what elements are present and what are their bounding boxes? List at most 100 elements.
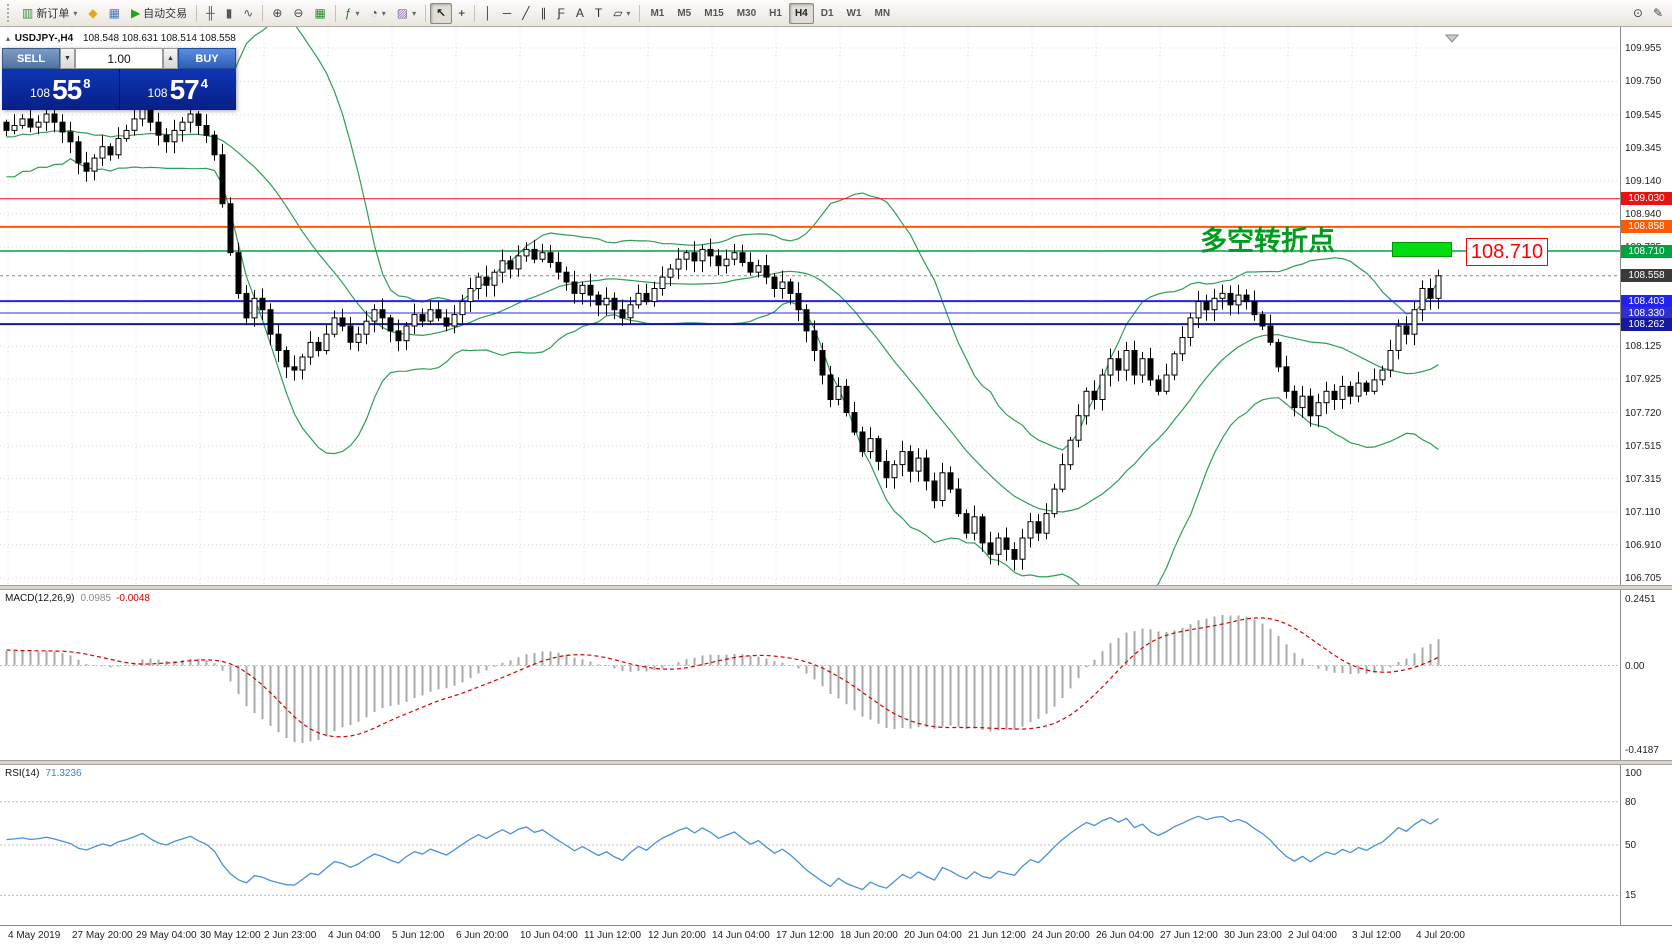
crosshair-button[interactable]: + (453, 2, 470, 25)
main-chart-area[interactable]: ▴ USDJPY-,H4 108.548 108.631 108.514 108… (0, 27, 1620, 585)
rsi-tick: 15 (1625, 890, 1637, 902)
time-axis[interactable]: 4 May 2019 27 May 20:00 29 May 04:00 30 May… (0, 925, 1672, 947)
annotation-text-label[interactable]: 多空转折点 (1200, 226, 1335, 257)
macd-tick-max: 0.2451 (1625, 594, 1656, 605)
timeframe-m1-button[interactable]: M1 (650, 7, 665, 19)
toolbar-separator (425, 4, 427, 22)
horizontal-line-button[interactable]: ─ (498, 2, 517, 25)
periods-button[interactable]: ◔ ▾ (366, 2, 391, 25)
rsi-name: RSI(14) (5, 768, 40, 779)
text-label-button[interactable]: T (590, 2, 607, 25)
channel-button[interactable]: ∥ (535, 2, 551, 25)
time-label: 20 Jun 04:00 (904, 930, 962, 941)
panel-splitter-macd[interactable] (0, 585, 1672, 590)
trendline-button[interactable]: ╱ (517, 2, 534, 25)
new-order-button[interactable]: ▥ 新订单 ▾ (17, 2, 82, 25)
chevron-down-icon: ▾ (73, 8, 78, 18)
rsi-axis[interactable]: 100 80 50 15 (1620, 765, 1672, 925)
indicators-button[interactable]: ƒ ▾ (340, 2, 365, 25)
tile-grid-icon: ▦ (314, 6, 326, 20)
volume-decrease-button[interactable]: ▼ (60, 48, 75, 69)
time-label: 30 Jun 23:00 (1224, 930, 1282, 941)
text-button[interactable]: A (571, 2, 589, 25)
chevron-down-icon: ▾ (412, 8, 417, 18)
time-label: 10 Jun 04:00 (520, 930, 578, 941)
time-label: 14 Jun 04:00 (712, 930, 770, 941)
toolbar-separator (334, 4, 336, 22)
chevron-down-icon: ▾ (381, 8, 386, 18)
data-window-button[interactable]: ⊙ (1628, 2, 1648, 25)
autotrading-button[interactable]: ▶ 自动交易 (126, 2, 192, 25)
timeframe-h1-button[interactable]: H1 (769, 7, 782, 19)
shapes-button[interactable]: ▱ ▾ (608, 2, 635, 25)
time-label: 26 Jun 04:00 (1096, 930, 1154, 941)
annotation-price-callout[interactable]: 108.710 (1466, 238, 1548, 267)
candlestick-chart[interactable] (0, 27, 1620, 585)
templates-button[interactable]: ▨ ▾ (392, 2, 421, 25)
ohlc-bars-icon: ╫ (206, 6, 215, 20)
fibonacci-button[interactable]: Ƒ (552, 2, 569, 25)
timeframe-m5-button[interactable]: M5 (677, 7, 692, 19)
new-order-button-label: 新订单 (36, 8, 70, 20)
chart-window-icon: ▴ (6, 34, 11, 43)
timeframe-m15-button[interactable]: M15 (704, 7, 724, 19)
autotrading-button-label: 自动交易 (143, 8, 188, 20)
timeframe-w1-button[interactable]: W1 (846, 7, 862, 19)
time-label: 12 Jun 20:00 (648, 930, 706, 941)
tile-windows-button[interactable]: ▦ (309, 2, 330, 25)
timeframe-m30-button[interactable]: M30 (736, 7, 757, 19)
price-tick: 106.910 (1625, 539, 1662, 551)
sell-price-display[interactable]: 108 55 8 (2, 69, 120, 110)
chart-title: ▴ USDJPY-,H4 108.548 108.631 108.514 108… (6, 33, 236, 44)
zoom-out-icon: ⊖ (293, 6, 304, 20)
play-icon: ▶ (130, 6, 141, 20)
text-label-icon: T (594, 6, 603, 20)
price-tick: 106.705 (1625, 573, 1662, 584)
quick-edit-button[interactable]: ✎ (1648, 2, 1668, 25)
price-tick: 107.720 (1625, 407, 1662, 419)
pencil-icon: ✎ (1652, 6, 1663, 20)
buy-price-display[interactable]: 108 57 4 (119, 69, 236, 110)
price-axis[interactable]: 109.955 109.750 109.545 109.345 109.140 108.9… (1620, 27, 1672, 585)
line-chart-button[interactable]: ∿ (238, 2, 258, 25)
rsi-label: RSI(14) 71.3236 (5, 768, 82, 779)
sell-button[interactable]: SELL (2, 48, 60, 69)
timeframe-mn-button[interactable]: MN (874, 7, 891, 19)
cursor-button[interactable]: ↖ (430, 2, 453, 24)
macd-panel[interactable]: MACD(12,26,9) 0.0985 -0.0048 (0, 590, 1620, 760)
zoom-out-button[interactable]: ⊖ (288, 2, 308, 25)
price-tick: 109.750 (1625, 76, 1662, 88)
screen-icon: ▦ (108, 6, 120, 20)
vertical-line-button[interactable]: │ (479, 2, 497, 25)
level-price-tag: 108.262 (1621, 317, 1672, 331)
zoom-in-icon: ⊕ (272, 6, 283, 20)
macd-axis[interactable]: 0.2451 0.00 -0.4187 (1620, 590, 1672, 760)
time-label: 18 Jun 20:00 (840, 930, 898, 941)
buy-price-handle: 108 (147, 85, 168, 100)
macd-chart[interactable] (0, 590, 1620, 760)
price-tick: 107.515 (1625, 440, 1662, 452)
chart-profile-button[interactable]: ▦ (104, 2, 125, 25)
candlestick-button[interactable]: ▮ (221, 2, 238, 25)
picture-icon: ▨ (396, 6, 409, 20)
rsi-panel[interactable]: RSI(14) 71.3236 (0, 765, 1620, 925)
time-label: 30 May 12:00 (200, 930, 261, 941)
panel-splitter-rsi[interactable] (0, 760, 1672, 765)
toolbar-grip[interactable] (7, 4, 13, 22)
time-label: 2 Jul 04:00 (1288, 930, 1337, 941)
rsi-chart[interactable] (0, 765, 1620, 925)
time-label: 27 May 20:00 (72, 930, 133, 941)
volume-increase-button[interactable]: ▲ (163, 48, 178, 69)
bar-chart-button[interactable]: ╫ (201, 2, 220, 25)
buy-button[interactable]: BUY (178, 48, 236, 69)
timeframe-h4-button[interactable]: H4 (788, 2, 814, 24)
price-tick: 107.315 (1625, 473, 1662, 485)
zoom-in-button[interactable]: ⊕ (267, 2, 287, 25)
metaeditor-button[interactable]: ◆ (83, 2, 102, 25)
time-label: 4 Jul 20:00 (1416, 930, 1465, 941)
toolbar-separator (262, 4, 264, 22)
volume-input[interactable]: 1.00 (75, 48, 163, 69)
annotation-rectangle[interactable] (1392, 242, 1452, 258)
timeframe-d1-button[interactable]: D1 (820, 7, 834, 19)
